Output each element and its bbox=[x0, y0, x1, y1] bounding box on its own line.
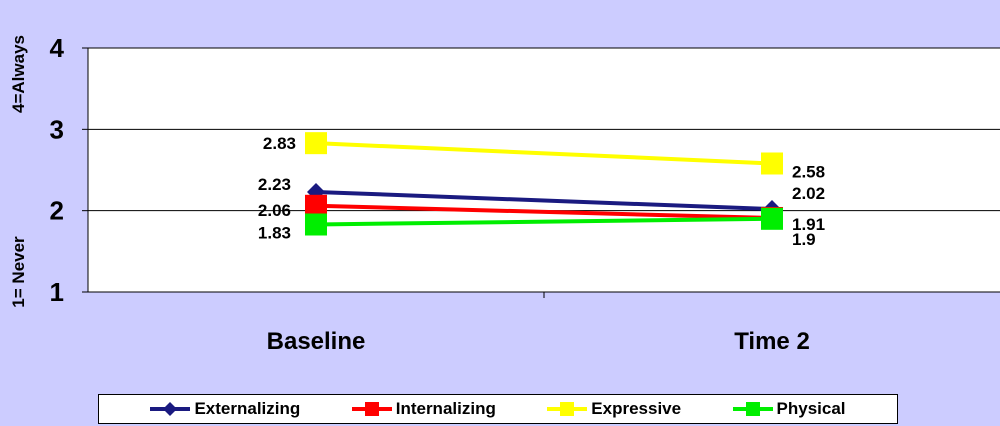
point-physical-1 bbox=[761, 207, 783, 230]
y-tick-labels: 1 2 3 4 bbox=[50, 33, 65, 307]
legend-swatch-expressive bbox=[547, 402, 588, 416]
data-label-externalizing-0: 2.23 bbox=[258, 175, 291, 194]
y-tick-label-2: 2 bbox=[50, 196, 64, 226]
legend-swatch-physical bbox=[732, 402, 773, 416]
point-expressive-0 bbox=[305, 132, 327, 155]
legend-item-internalizing: Internalizing bbox=[351, 399, 496, 419]
x-tick-label-0: Baseline bbox=[267, 328, 366, 355]
legend-swatch-internalizing bbox=[351, 402, 392, 416]
data-label-internalizing-0: 2.06 bbox=[258, 201, 291, 220]
legend: Externalizing Internalizing Expressive P… bbox=[98, 394, 898, 424]
x-tick-labels: Baseline Time 2 bbox=[267, 328, 810, 355]
series-line-expressive bbox=[315, 141, 773, 166]
legend-label-expressive: Expressive bbox=[591, 399, 682, 418]
legend-item-expressive: Expressive bbox=[547, 399, 681, 419]
point-expressive-1 bbox=[761, 152, 783, 175]
legend-item-physical: Physical bbox=[732, 399, 846, 419]
series-group bbox=[305, 132, 783, 236]
data-label-physical-1: 1.9 bbox=[792, 230, 816, 249]
series-line-internalizing bbox=[315, 203, 773, 220]
series-line-physical bbox=[315, 216, 773, 227]
series-line-externalizing bbox=[315, 189, 773, 212]
legend-swatch-externalizing bbox=[150, 402, 191, 416]
data-label-expressive-1: 2.58 bbox=[792, 162, 825, 181]
y-tick-label-4: 4 bbox=[50, 33, 65, 63]
legend-label-internalizing: Internalizing bbox=[395, 399, 496, 418]
data-label-externalizing-1: 2.02 bbox=[792, 184, 825, 203]
data-label-physical-0: 1.83 bbox=[258, 223, 291, 242]
legend-label-externalizing: Externalizing bbox=[194, 399, 301, 418]
legend-label-physical: Physical bbox=[776, 399, 846, 418]
data-label-internalizing-1: 1.91 bbox=[792, 215, 825, 234]
legend-item-externalizing: Externalizing bbox=[150, 399, 300, 419]
data-label-expressive-0: 2.83 bbox=[263, 134, 296, 153]
plot-area bbox=[88, 48, 1000, 292]
y-axis-label-top: 4=Always bbox=[9, 35, 28, 113]
data-labels: 2.23 2.02 2.06 1.91 2.83 2.58 1.83 1.9 bbox=[258, 134, 825, 249]
y-axis-label-bottom: 1= Never bbox=[9, 236, 28, 308]
point-internalizing-0 bbox=[305, 194, 327, 217]
x-tick-label-1: Time 2 bbox=[734, 328, 810, 355]
y-tick-label-1: 1 bbox=[50, 277, 64, 307]
y-tick-label-3: 3 bbox=[50, 114, 64, 144]
point-physical-0 bbox=[305, 213, 327, 236]
